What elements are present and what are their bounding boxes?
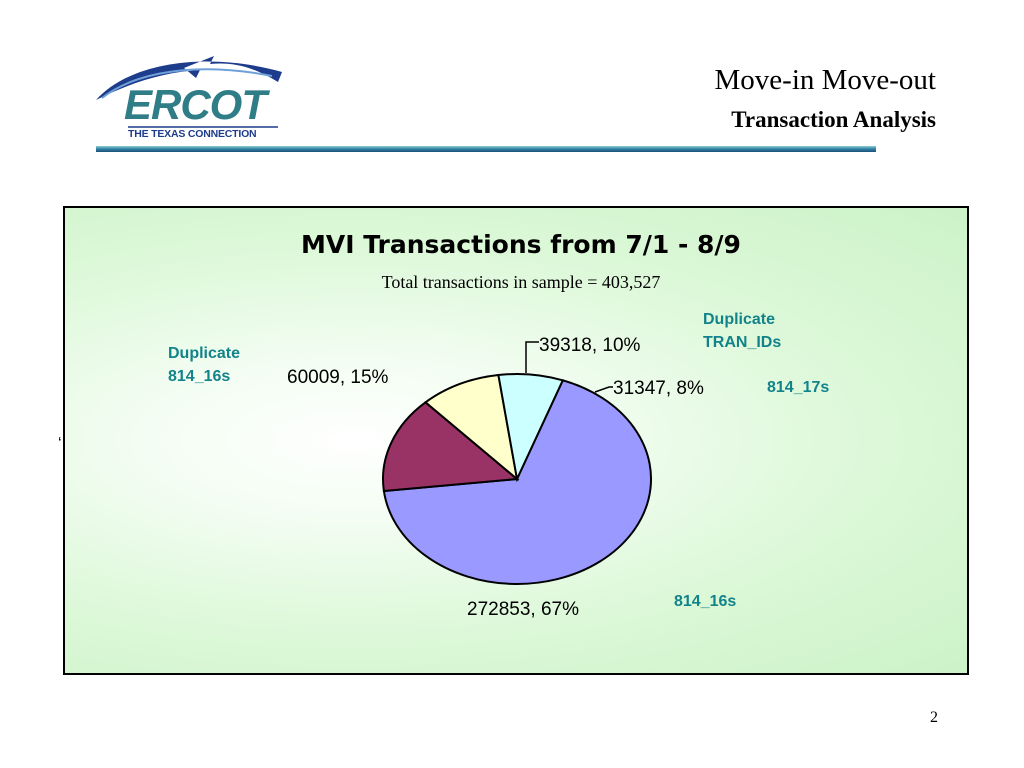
- pie-slice: [423, 373, 519, 482]
- chart-title: MVI Transactions from 7/1 - 8/9: [301, 230, 741, 259]
- slice-annotation: 814_16s: [674, 593, 736, 610]
- slice-annotations: 814_16s Duplicate 814_16s Duplicate TRAN_IDs…: [168, 311, 829, 610]
- chart-panel: MVI Transactions from 7/1 - 8/9 Total tr…: [63, 206, 969, 675]
- leader-lines: [525, 341, 613, 393]
- slice-annotation: Duplicate 814_16s: [168, 345, 240, 385]
- slice-label: 39318, 10%: [539, 335, 641, 356]
- chart-subtitle: Total transactions in sample = 403,527: [382, 272, 661, 292]
- logo-swoosh: [96, 56, 282, 100]
- slice-leader-line: [594, 386, 613, 393]
- pie-slices: [382, 372, 652, 585]
- ercot-logo: [96, 56, 282, 128]
- slice-labels: 272853, 67% 60009, 15% 39318, 10% 31347, 8%: [287, 335, 704, 620]
- logo-tagline: THE TEXAS CONNECTION: [128, 128, 257, 140]
- slice-label: 60009, 15%: [287, 367, 389, 388]
- pie-chart: MVI Transactions from 7/1 - 8/9 Total tr…: [168, 230, 829, 620]
- slice-label: 31347, 8%: [613, 378, 704, 399]
- pie-slice: [497, 372, 565, 483]
- header-rule: [96, 146, 876, 152]
- slice-label: 272853, 67%: [467, 599, 579, 620]
- logo-swoosh-highlight: [101, 68, 273, 99]
- stray-mark: ‘: [58, 435, 62, 452]
- slice-annotation: Duplicate TRAN_IDs: [703, 311, 781, 351]
- page-number: 2: [930, 709, 938, 726]
- slice-annotation: 814_17s: [767, 379, 829, 396]
- logo-wordmark: ERCOT: [124, 81, 267, 128]
- page-subtitle: Transaction Analysis: [731, 107, 936, 132]
- slice-leader-line: [525, 341, 539, 373]
- page-title: Move-in Move-out: [714, 64, 937, 96]
- pie-slice: [382, 401, 520, 493]
- pie-slice: [382, 379, 652, 585]
